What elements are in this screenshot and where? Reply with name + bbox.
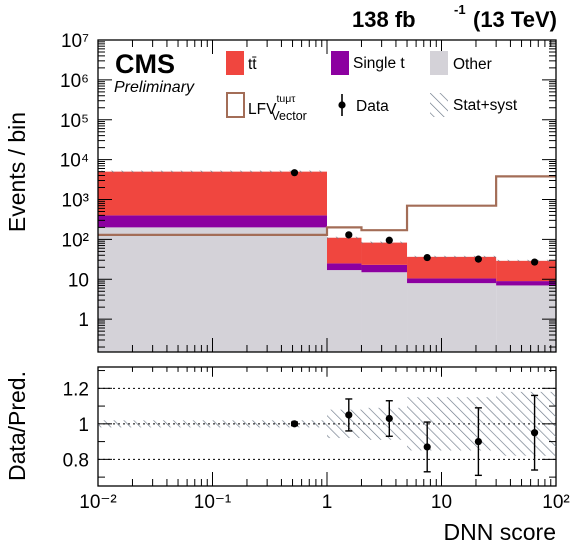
legend-swatch-ttbar — [226, 51, 244, 75]
ratio-point — [474, 437, 482, 446]
x-tick-label: 10⁻¹ — [194, 492, 232, 513]
lumi-label: 138 fb — [352, 7, 416, 32]
main-plot: 1 10 10² 10³ 10⁴ 10⁵ 10⁶ 10⁷ — [60, 31, 557, 487]
legend-swatch-single-t — [331, 51, 349, 75]
main-plot-area — [98, 170, 556, 352]
ratio-point — [290, 420, 299, 428]
ratio-unc-band — [327, 409, 362, 439]
legend-label-signal: LFVtuμτ Vector — [248, 93, 307, 123]
y-tick-label: 10³ — [62, 191, 89, 212]
legend-swatch-other — [430, 51, 448, 75]
bar-single-t — [407, 278, 497, 284]
ratio-plot-area — [98, 387, 556, 460]
data-point — [345, 231, 353, 239]
y-tick-label: 10⁵ — [60, 111, 89, 132]
x-tick-label: 1 — [322, 492, 333, 513]
y-tick-label: 10 — [68, 270, 89, 291]
bar-single-t — [327, 263, 362, 271]
bar-other — [327, 270, 362, 352]
x-tick-label: 10 — [431, 492, 452, 513]
legend-label-ttbar: tt̄ — [248, 56, 257, 73]
bar-ttbar — [327, 237, 362, 264]
bar-other — [407, 283, 497, 352]
legend-label-unc: Stat+syst — [453, 97, 518, 114]
legend-swatch-signal — [226, 92, 245, 118]
unc-band-main — [327, 236, 362, 239]
bar-ttbar — [361, 242, 408, 265]
y-tick-label: 10⁶ — [60, 71, 89, 92]
signal-line — [98, 175, 556, 236]
lumi-exponent: -1 — [454, 2, 466, 17]
y-axis-title-ratio: Data/Pred. — [4, 371, 30, 481]
data-point — [423, 253, 431, 262]
x-tick-label: 10² — [542, 492, 569, 513]
signal-base: LFV — [248, 101, 277, 118]
ratio-unc-band — [407, 397, 497, 451]
data-point — [474, 255, 482, 263]
bar-single-t — [361, 264, 408, 273]
data-point — [385, 236, 393, 244]
unc-band-main — [407, 255, 497, 258]
data-point — [530, 258, 539, 266]
y-tick-label: 10² — [62, 230, 89, 251]
bar-other — [496, 285, 556, 352]
experiment-label: CMS — [115, 49, 175, 79]
legend-label-single-t: Single t — [353, 55, 405, 72]
ratio-point — [345, 411, 353, 419]
ratio-point — [530, 429, 539, 437]
bar-other — [98, 227, 327, 352]
legend-label-data: Data — [356, 98, 389, 115]
y-tick-label: 10⁷ — [61, 31, 89, 52]
x-axis-title: DNN score — [444, 519, 556, 545]
status-label: Preliminary — [114, 79, 195, 96]
unc-band-main — [496, 259, 556, 262]
ratio-unc-band — [361, 407, 408, 440]
ratio-y-tick-label: 1.2 — [63, 379, 89, 400]
bar-single-t — [98, 215, 327, 228]
ratio-y-tick-label: 0.8 — [63, 450, 89, 471]
ratio-point — [385, 414, 393, 423]
bar-ttbar — [407, 256, 497, 279]
ratio-unc-band — [98, 420, 327, 428]
legend-data-marker — [338, 101, 346, 109]
data-point — [290, 169, 299, 177]
ratio-plot: 0.8 1 1.2 10⁻² 10⁻¹ 1 10 10² — [63, 370, 570, 513]
legend-label-other: Other — [453, 56, 492, 73]
legend-swatch-unc — [430, 93, 448, 117]
ratio-y-tick-label: 1 — [78, 415, 89, 436]
y-tick-label: 10⁴ — [60, 151, 89, 172]
bar-ttbar — [496, 260, 556, 282]
signal-sup: tuμτ — [276, 93, 296, 105]
legend: tt̄ Single t Other LFVtuμτ Vector Data St… — [226, 51, 518, 123]
x-tick-label: 10⁻² — [79, 492, 117, 513]
bar-single-t — [496, 281, 556, 286]
bar-ttbar — [98, 171, 327, 216]
y-axis-title-main: Events / bin — [4, 112, 30, 232]
unc-band-main — [361, 241, 408, 244]
energy-label: (13 TeV) — [473, 7, 557, 32]
bar-other — [361, 272, 408, 352]
ratio-point — [423, 443, 431, 451]
y-tick-label: 1 — [78, 310, 89, 331]
unc-band-main — [98, 170, 327, 173]
signal-sub: Vector — [271, 109, 306, 123]
